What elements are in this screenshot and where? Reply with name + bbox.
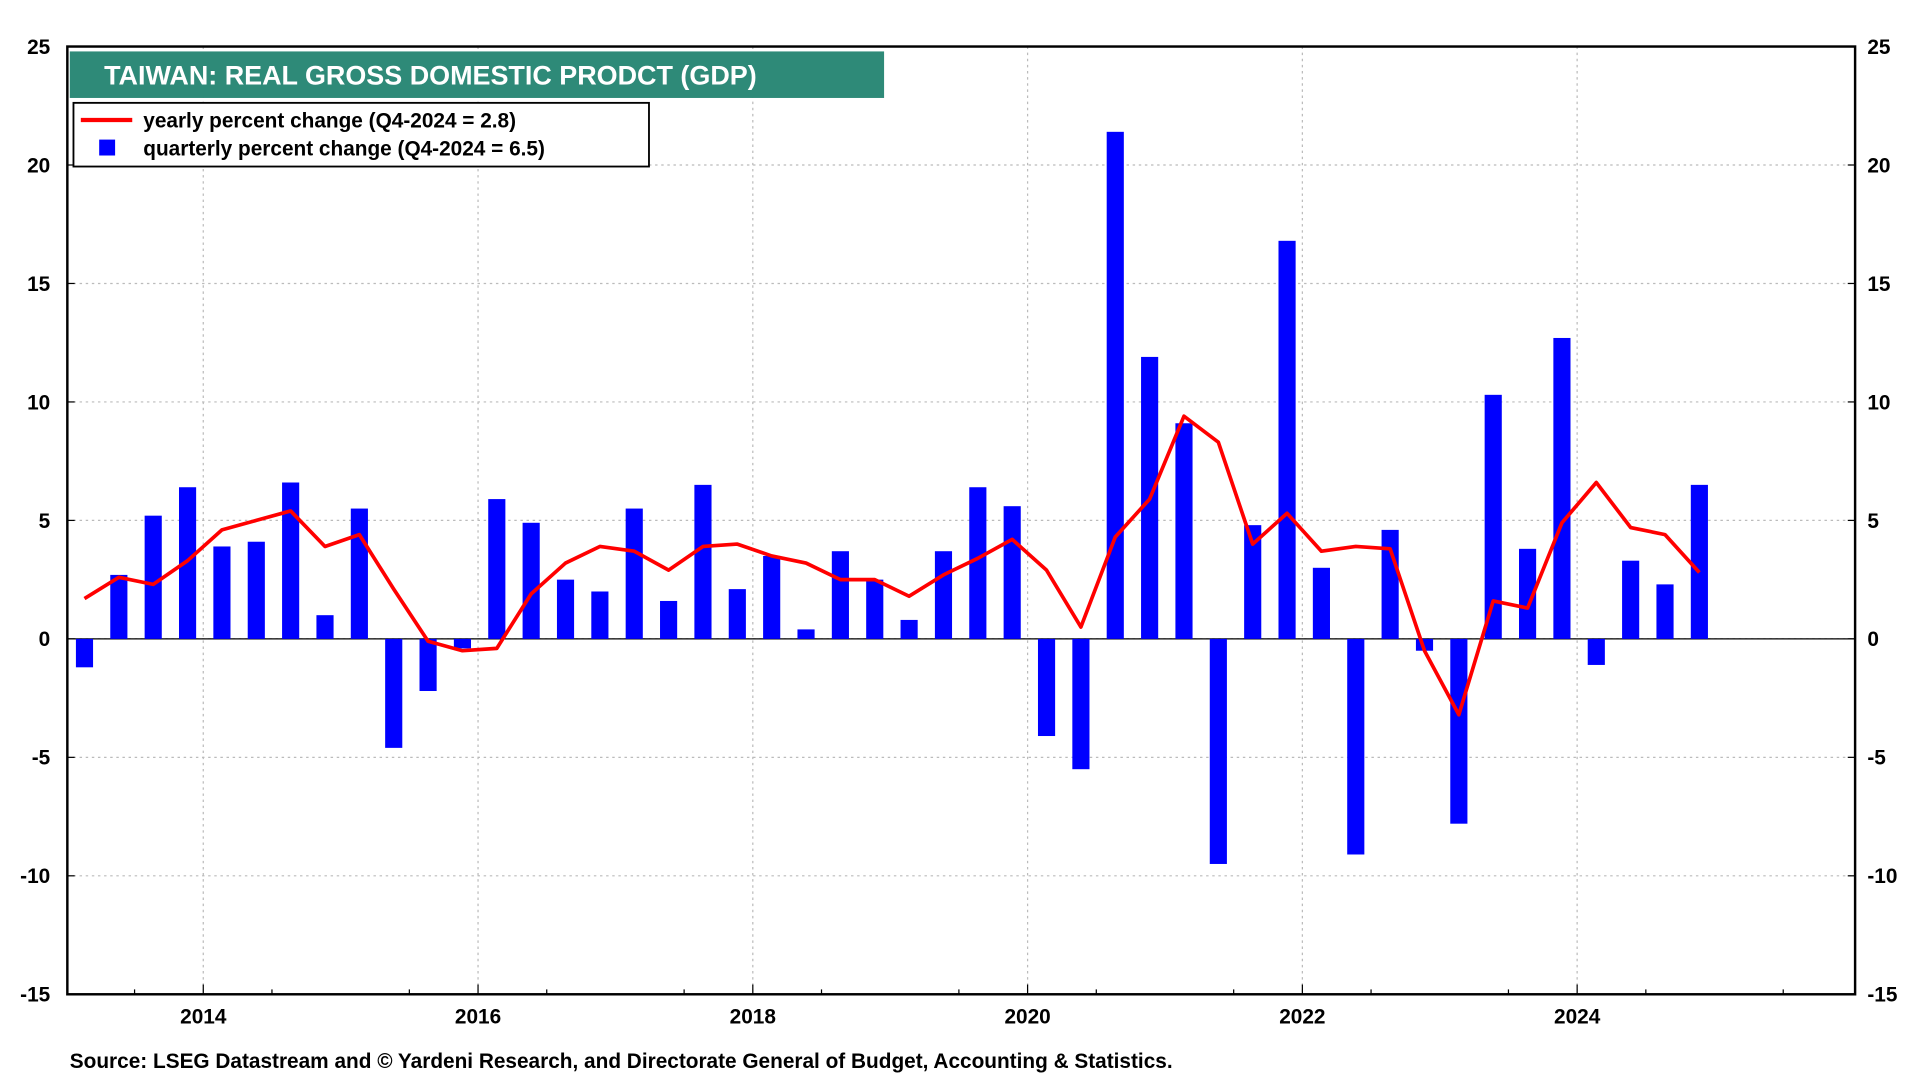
quarterly-bar: [385, 638, 403, 748]
chart-title: TAIWAN: REAL GROSS DOMESTIC PRODCT (GDP): [104, 60, 757, 90]
quarterly-bar: [1415, 638, 1434, 651]
quarterly-bar: [419, 638, 437, 692]
y-tick-label-right: 20: [1867, 154, 1890, 177]
quarterly-bar: [831, 551, 849, 639]
quarterly-bar: [1003, 506, 1021, 639]
source-note: Source: LSEG Datastream and © Yardeni Re…: [70, 1050, 1173, 1073]
gridlines: [67, 46, 1856, 995]
quarterly-bar: [1690, 484, 1708, 639]
quarterly-bar: [1381, 529, 1399, 639]
quarterly-bar: [1072, 638, 1090, 770]
quarterly-bar: [316, 615, 334, 639]
y-tick-label-right: 5: [1867, 510, 1879, 533]
y-tick-label-right: 0: [1867, 628, 1879, 651]
x-tick-label: 2020: [1004, 1006, 1050, 1029]
quarterly-bar: [144, 515, 162, 639]
quarterly-bar: [488, 499, 506, 639]
quarterly-bar: [453, 638, 472, 649]
quarterly-bar: [178, 487, 197, 639]
title-box: [69, 51, 885, 98]
y-tick-label-right: 15: [1867, 273, 1890, 296]
y-tick-label-left: 25: [27, 36, 50, 59]
y-tick-label-left: 0: [39, 628, 51, 651]
y-tick-label-left: -10: [20, 865, 50, 888]
legend-box: [72, 101, 650, 168]
quarterly-bar: [1553, 337, 1571, 639]
quarterly-bar: [522, 522, 540, 639]
quarterly-bar: [350, 508, 368, 639]
y-tick-label-right: -15: [1867, 984, 1897, 1007]
y-tick-label-right: -10: [1867, 865, 1897, 888]
quarterly-bar: [969, 487, 987, 639]
quarterly-bar: [866, 579, 884, 639]
yearly-change-line: [83, 414, 1701, 717]
y-tick-label-right: 10: [1867, 391, 1890, 414]
y-tick-label-left: 15: [27, 273, 50, 296]
quarterly-bar: [110, 574, 128, 639]
quarterly-bar: [1622, 560, 1640, 639]
quarterly-bar: [625, 508, 643, 639]
x-tick-label: 2024: [1554, 1006, 1601, 1029]
legend-bar-swatch: [99, 139, 116, 156]
y-tick-label-left: 5: [39, 510, 51, 533]
quarterly-bar: [1347, 638, 1365, 855]
legend-label-yearly: yearly percent change (Q4-2024 = 2.8): [143, 109, 516, 132]
quarterly-bar: [75, 638, 94, 668]
quarterly-bar: [763, 555, 781, 639]
x-tick-label: 2016: [455, 1006, 501, 1029]
quarterly-bar: [591, 591, 609, 639]
y-tick-label-right: -5: [1867, 747, 1886, 770]
quarterly-bar: [728, 589, 746, 639]
y-tick-label-right: 25: [1867, 36, 1890, 59]
quarterly-bar: [1106, 131, 1124, 639]
quarterly-bar: [213, 546, 231, 639]
x-tick-label: 2014: [180, 1006, 227, 1029]
quarterly-bar: [1037, 638, 1056, 737]
bar-series: [75, 131, 1708, 864]
quarterly-bar: [1656, 584, 1674, 639]
quarterly-bar: [1312, 567, 1330, 639]
quarterly-bar: [1278, 240, 1296, 639]
quarterly-bar: [1519, 548, 1537, 639]
quarterly-bar: [556, 579, 575, 639]
quarterly-bar: [1209, 638, 1227, 864]
y-tick-label-left: 10: [27, 391, 50, 414]
quarterly-bar: [1244, 525, 1262, 639]
quarterly-bar: [694, 484, 712, 639]
quarterly-bar: [660, 600, 678, 639]
legend: yearly percent change (Q4-2024 = 2.8) qu…: [72, 101, 650, 168]
y-tick-label-left: 20: [27, 154, 50, 177]
x-tick-label: 2022: [1279, 1006, 1325, 1029]
quarterly-bar: [247, 541, 265, 639]
quarterly-bar: [934, 551, 953, 639]
quarterly-bar: [282, 482, 300, 639]
y-tick-label-left: -15: [20, 984, 50, 1007]
quarterly-bar: [797, 629, 815, 639]
quarterly-bar: [1175, 423, 1193, 639]
quarterly-bar: [1450, 638, 1468, 824]
quarterly-bar: [900, 619, 918, 639]
quarterly-bar: [1587, 638, 1605, 665]
x-tick-label: 2018: [730, 1006, 776, 1029]
legend-label-quarterly: quarterly percent change (Q4-2024 = 6.5): [143, 138, 545, 161]
quarterly-bar: [1484, 394, 1502, 639]
y-tick-label-left: -5: [32, 747, 51, 770]
